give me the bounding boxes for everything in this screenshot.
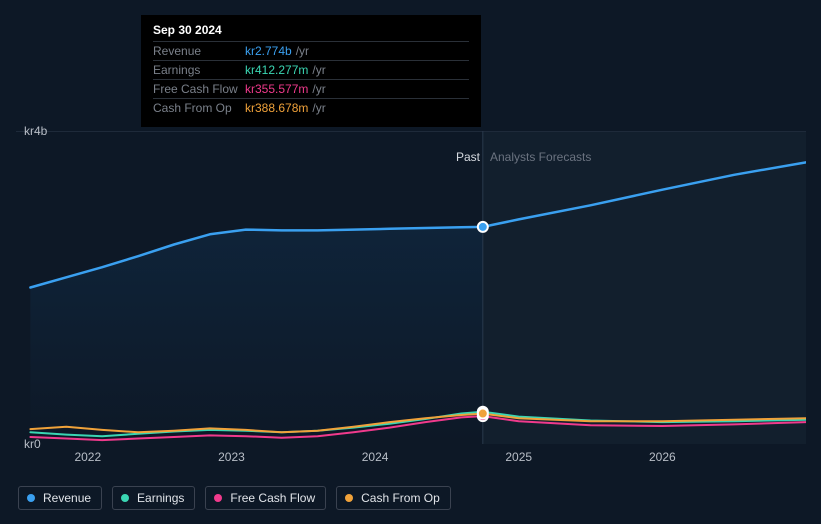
- tooltip-value: kr412.277m: [245, 63, 308, 77]
- y-tick-label: kr0: [24, 437, 41, 451]
- legend-label: Earnings: [137, 491, 184, 505]
- legend-dot-icon: [121, 494, 129, 502]
- legend-item-cfo[interactable]: Cash From Op: [336, 486, 451, 510]
- tooltip-metric: Earnings: [153, 63, 245, 77]
- tooltip-metric: Free Cash Flow: [153, 82, 245, 96]
- x-tick-label: 2024: [362, 450, 389, 464]
- tooltip-row: Cash From Opkr388.678m/yr: [153, 98, 469, 117]
- tooltip-unit: /yr: [312, 82, 325, 96]
- tooltip-metric: Cash From Op: [153, 101, 245, 115]
- legend-item-earnings[interactable]: Earnings: [112, 486, 195, 510]
- tooltip-rows: Revenuekr2.774b/yrEarningskr412.277m/yrF…: [153, 41, 469, 117]
- legend-label: Revenue: [43, 491, 91, 505]
- x-tick-label: 2025: [505, 450, 532, 464]
- tooltip-row: Earningskr412.277m/yr: [153, 60, 469, 79]
- tooltip-date: Sep 30 2024: [153, 23, 469, 41]
- legend-dot-icon: [27, 494, 35, 502]
- tooltip-value: kr2.774b: [245, 44, 292, 58]
- legend-item-fcf[interactable]: Free Cash Flow: [205, 486, 326, 510]
- tooltip-row: Revenuekr2.774b/yr: [153, 41, 469, 60]
- tooltip-unit: /yr: [296, 44, 309, 58]
- legend-label: Cash From Op: [361, 491, 440, 505]
- tooltip-unit: /yr: [312, 63, 325, 77]
- y-tick-label: kr4b: [24, 124, 47, 138]
- x-tick-label: 2026: [649, 450, 676, 464]
- x-tick-label: 2023: [218, 450, 245, 464]
- x-tick-label: 2022: [74, 450, 101, 464]
- legend: Revenue Earnings Free Cash Flow Cash From O…: [18, 486, 451, 510]
- past-label: Past: [456, 150, 480, 164]
- financials-chart: Past Analysts Forecasts Sep 30 2024 Reve…: [0, 0, 821, 524]
- tooltip-row: Free Cash Flowkr355.577m/yr: [153, 79, 469, 98]
- legend-dot-icon: [214, 494, 222, 502]
- tooltip-metric: Revenue: [153, 44, 245, 58]
- legend-dot-icon: [345, 494, 353, 502]
- plot-area[interactable]: [16, 131, 806, 444]
- legend-item-revenue[interactable]: Revenue: [18, 486, 102, 510]
- tooltip-unit: /yr: [312, 101, 325, 115]
- tooltip-value: kr388.678m: [245, 101, 308, 115]
- chart-tooltip: Sep 30 2024 Revenuekr2.774b/yrEarningskr…: [141, 15, 481, 127]
- tooltip-value: kr355.577m: [245, 82, 308, 96]
- forecast-label: Analysts Forecasts: [490, 150, 591, 164]
- legend-label: Free Cash Flow: [230, 491, 315, 505]
